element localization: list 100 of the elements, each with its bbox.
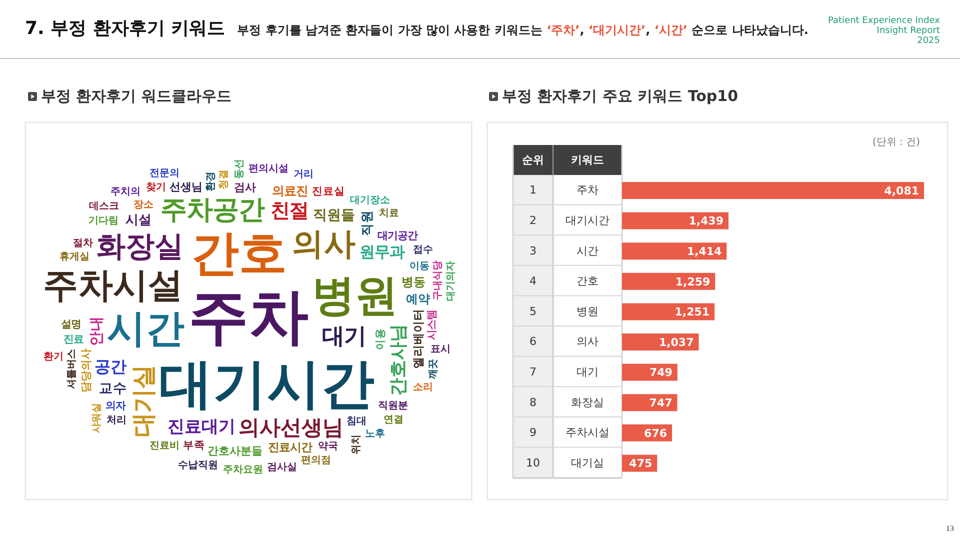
category-label: 노후 — [364, 428, 385, 440]
category-label: 대기공간 — [378, 230, 418, 242]
annotation: (단위 : 건) — [872, 136, 920, 149]
category-label: 접수 — [413, 244, 434, 256]
category-label: 화장실 — [96, 229, 184, 264]
category-label: 선생님 — [170, 180, 203, 194]
category-label: 병원 — [312, 271, 398, 322]
category-label: 장소 — [133, 200, 154, 211]
category-label: 병동 — [401, 274, 426, 289]
category-label: 대기의자 — [445, 260, 456, 301]
category-label: 대기장소 — [350, 194, 390, 206]
text: 부정 환자후기 워드클라우드 — [41, 87, 232, 105]
category-label: 깨끗 — [428, 358, 439, 380]
category-label: 소리 — [412, 382, 433, 393]
text: 2025 — [916, 36, 940, 46]
category-label: 찾기 — [146, 182, 166, 194]
y-tick-label: 시간 — [576, 244, 598, 258]
text: 3 — [530, 244, 536, 258]
category-label: 샤워실 — [91, 403, 102, 434]
category-label: 의자 — [106, 400, 126, 412]
category-label: 대기시간 — [159, 352, 376, 415]
y-tick-label: 대기실 — [571, 456, 604, 470]
data-label: 1,037 — [658, 336, 694, 349]
category-label: 주차 — [188, 282, 308, 352]
category-label: 수납직원 — [178, 460, 218, 472]
category-label: 이용 — [374, 328, 387, 350]
text: 5 — [530, 304, 536, 318]
text: Patient Experience Index — [828, 16, 940, 26]
category-label: 진료실 — [312, 186, 345, 198]
category-label: 안내 — [88, 316, 106, 346]
category-label: 직원들 — [312, 207, 355, 224]
text: 9 — [530, 426, 536, 440]
data-label: 475 — [629, 457, 652, 470]
category-label: 전문의 — [149, 168, 180, 180]
category-label: 예약 — [406, 292, 430, 306]
category-label: 환기 — [44, 352, 64, 363]
bar — [622, 303, 715, 320]
category-label: 시설 — [125, 212, 152, 228]
category-label: 편의점 — [301, 454, 332, 466]
category-label: 환경 — [206, 171, 217, 192]
category-label: 셔틀버스 — [66, 348, 78, 389]
category-label: 의사 — [292, 226, 356, 263]
text: 1 — [530, 184, 536, 197]
category-label: 주차요원 — [222, 464, 263, 476]
data-label: 747 — [649, 396, 672, 410]
data-label: 1,259 — [675, 275, 710, 288]
data-label: 1,251 — [674, 306, 710, 319]
category-label: 진료비 — [149, 440, 180, 452]
category-label: 진료시간 — [268, 440, 312, 454]
data-label: 676 — [644, 426, 668, 440]
category-label: 침대 — [346, 416, 366, 427]
category-label: 구내식당 — [432, 260, 444, 300]
category-label: 교수 — [98, 380, 127, 396]
category-label: 시스템 — [426, 310, 438, 340]
category-label: 주치의 — [110, 186, 141, 198]
data-label: 4,081 — [884, 184, 919, 198]
category-label: 진료 — [64, 333, 84, 346]
bar — [622, 272, 716, 290]
text: 10 — [526, 456, 540, 470]
data-label: 1,439 — [688, 214, 724, 228]
bar — [622, 242, 727, 260]
category-label: 공간 — [94, 357, 127, 376]
y-axis-title: 키워드 — [571, 154, 604, 166]
text: 13 — [946, 524, 954, 533]
category-label: 주차공간 — [160, 194, 265, 226]
category-label: 의료진 — [272, 184, 308, 198]
text: 부정 후기를 남겨준 환자들이 가장 많이 사용한 키워드는 ‘주차’, ‘대기시간’, ‘시간’ 순으로 나타났습니다. — [237, 23, 808, 37]
bar — [622, 212, 728, 230]
y-tick-label: 병원 — [576, 304, 598, 318]
category-label: 설명 — [61, 318, 82, 331]
category-label: 진료대기 — [167, 417, 236, 438]
text: 7. 부정 환자후기 키워드 — [25, 18, 226, 40]
text: 4 — [530, 274, 536, 288]
category-label: 직원 — [358, 210, 374, 236]
category-label: 휴게실 — [59, 251, 90, 262]
y-tick-label: 대기시간 — [566, 214, 610, 227]
category-label: 이동 — [409, 260, 430, 272]
category-label: 엘리베이터 — [411, 308, 426, 369]
category-label: 간호사님 — [388, 324, 409, 396]
category-label: 친절 — [270, 198, 309, 222]
text: 7 — [530, 365, 536, 378]
category-label: 주차시설 — [42, 266, 183, 306]
text: 8 — [530, 396, 536, 409]
category-label: 검사 — [234, 180, 256, 194]
category-label: 기다림 — [88, 215, 119, 226]
category-label: 시간 — [106, 306, 185, 352]
category-label: 의사선생님 — [238, 415, 344, 440]
category-label: 청결 — [218, 169, 230, 190]
y-tick-label: 주차 — [576, 184, 598, 197]
category-label: 거리 — [294, 168, 314, 180]
category-label: 담당의사 — [79, 348, 92, 392]
category-label: 치료 — [379, 208, 400, 220]
category-label: 약국 — [318, 440, 338, 452]
text: 6 — [530, 335, 536, 348]
bar — [622, 394, 678, 412]
chart-title: 부정 환자후기 주요 키워드 Top10 — [502, 87, 738, 105]
text: Insight Report — [876, 26, 940, 36]
category-label: 처리 — [106, 415, 127, 426]
category-label: 대기 — [322, 323, 366, 350]
y-tick-label: 주차시설 — [566, 426, 610, 440]
